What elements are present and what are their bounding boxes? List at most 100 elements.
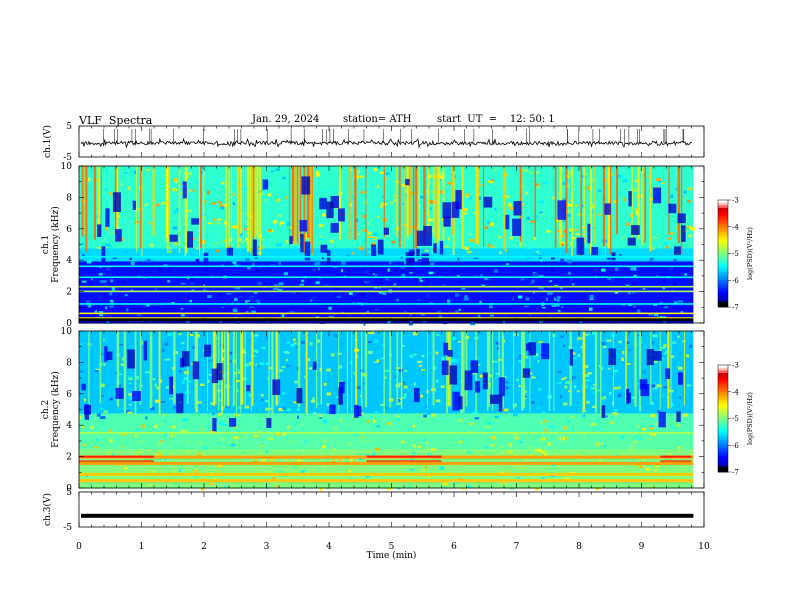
ch2-spectrogram-cell — [441, 357, 445, 361]
ch2-spectrogram-cell — [209, 482, 213, 486]
ch2-spectrogram-cell — [171, 425, 177, 429]
ch2-spectrogram-cell — [556, 382, 562, 384]
ch2-spectrogram-cell — [631, 458, 637, 461]
ch1-spectrogram-cell — [285, 240, 289, 244]
ch1-colorbar-cell — [718, 274, 728, 278]
ch2-spectrogram-cell — [207, 379, 210, 383]
ch2-spectrogram-cell — [306, 333, 312, 338]
ch1-spectrogram-cell — [166, 166, 169, 244]
ch1-frequency-band — [79, 276, 694, 279]
ch1-spectrogram-cell — [456, 274, 460, 277]
ch2-spectrogram-cell — [338, 387, 343, 405]
ch1-spectrogram-cell — [464, 195, 470, 198]
ch1-spectrogram-cell — [550, 226, 553, 230]
ch2-spectrogram-cell — [294, 380, 299, 384]
ch2-spectrogram-cell — [216, 469, 220, 472]
ch2-spectrogram-cell — [178, 469, 181, 472]
ch2-spectrogram-cell — [88, 483, 92, 486]
ch2-spectrogram-cell — [234, 426, 237, 428]
ch1-spectrogram-cell — [288, 166, 290, 247]
ch2-spectrogram-cell — [79, 340, 694, 345]
ch2-spectrogram-cell — [346, 331, 349, 415]
ch1-spectrogram-cell — [502, 314, 507, 317]
ch1-spectrogram-cell — [125, 308, 129, 312]
ch2-spectrogram-cell — [214, 331, 217, 405]
ch1-spectrogram-cell — [338, 166, 342, 241]
ch2-spectrogram-cell — [396, 418, 399, 421]
ch1-spectrogram-cell — [215, 249, 220, 252]
ch2-spectrogram-cell — [218, 399, 223, 402]
ch2-spectrogram-cell — [285, 351, 290, 354]
ch1-colorbar-cell — [718, 288, 728, 292]
ch2-spectrogram-cell — [216, 363, 223, 381]
ch1-spectrogram-cell — [251, 310, 256, 313]
ch2-spectrogram-cell — [547, 442, 552, 446]
ch2-spectrogram-cell — [476, 364, 481, 367]
ch2-spectrogram-cell — [475, 356, 481, 359]
x-tick-label: 8 — [576, 542, 582, 552]
ch2-spectrogram-cell — [618, 340, 622, 344]
ch1-frequency-band — [79, 290, 694, 293]
ch2-spectrogram-cell — [79, 370, 694, 375]
ch2-spectrogram-cell — [541, 450, 545, 454]
ch1-spectrogram-cell — [528, 282, 534, 285]
ch1-spectrogram-cell — [429, 174, 433, 178]
ch2-spectrogram-cell — [490, 416, 493, 420]
ch2-spectrogram-cell — [673, 426, 677, 429]
ch1-spectrogram-cell — [583, 166, 585, 244]
ch2-spectrogram-cell — [301, 340, 305, 344]
ch1-spectrogram-cell — [551, 196, 556, 200]
ch1-spectrogram-cell — [152, 166, 155, 236]
ch2-spectrogram-cell — [261, 398, 264, 401]
ch2-spectrogram-cell — [538, 340, 543, 344]
ch2-spectrogram-cell — [228, 418, 237, 427]
ch1-spectrogram-cell — [540, 213, 545, 216]
ch1-spectrogram-cell — [508, 203, 512, 207]
ch2-spectrogram-cell — [349, 459, 353, 462]
ch1-spectrogram-cell — [79, 309, 694, 314]
ch1-spectrogram-cell — [115, 229, 122, 242]
ch2-spectrogram-cell — [490, 394, 500, 404]
ch2-colorbar-cell — [718, 439, 728, 443]
ch1-spectrogram-cell — [188, 172, 192, 175]
ch1-spectrogram-cell — [79, 221, 694, 226]
ch1-spectrogram-cell — [267, 193, 271, 197]
ch1-spectrogram-cell — [687, 200, 691, 203]
ch1-spectrogram-cell — [541, 306, 546, 309]
ch2-spectrogram-cell — [148, 483, 153, 487]
ch2-spectrogram-cell — [464, 370, 473, 391]
ch2-spectrogram-cell — [677, 335, 680, 338]
ch1-spectrogram-cell — [129, 256, 132, 260]
ch2-spectrogram-cell — [134, 331, 137, 416]
ch1-spectrogram-cell — [215, 274, 220, 278]
ch2-spectrogram-cell — [276, 433, 281, 436]
ch1-spectrogram-cell — [569, 277, 573, 281]
ch2-spectrogram-cell — [562, 436, 566, 440]
ch1-spectrogram-cell — [421, 272, 424, 276]
ch2-spectrogram-cell — [394, 376, 399, 379]
ch2-spectrogram-cell — [79, 343, 84, 347]
ch2-spectrogram-cell — [111, 453, 115, 456]
ch1-spectrogram-cell — [311, 166, 313, 254]
ch2-spectrogram-cell — [150, 406, 155, 411]
ch2-spectrogram-cell — [84, 380, 88, 382]
ch1-spectrogram-cell — [104, 306, 108, 310]
ch1-y-tick-label: 0 — [66, 319, 72, 329]
ch2-spectrogram-cell — [199, 408, 202, 411]
ch1-spectrogram-cell — [431, 250, 434, 254]
ch2-spectrogram-cell — [253, 435, 259, 438]
ch2-frequency-band — [79, 432, 694, 434]
ch1-spectrogram-cell — [195, 258, 200, 263]
ch1-spectrogram-cell — [671, 289, 674, 292]
ch1-spectrogram-cell — [383, 166, 385, 238]
ch2-spectrogram-cell — [211, 412, 215, 416]
ch1-spectrogram-cell — [439, 175, 444, 179]
ch1-spectrogram-cell — [79, 182, 694, 187]
ch2-spectrogram-cell — [126, 400, 131, 405]
ch2-spectrogram-cell — [676, 411, 681, 422]
ch1-spectrogram-cell — [228, 243, 231, 246]
ch2-spectrogram-cell — [499, 445, 504, 448]
ch2-frequency-band — [79, 479, 694, 483]
ch2-y-tick-label: 0 — [66, 484, 72, 494]
ch2-spectrogram-cell — [596, 442, 600, 446]
